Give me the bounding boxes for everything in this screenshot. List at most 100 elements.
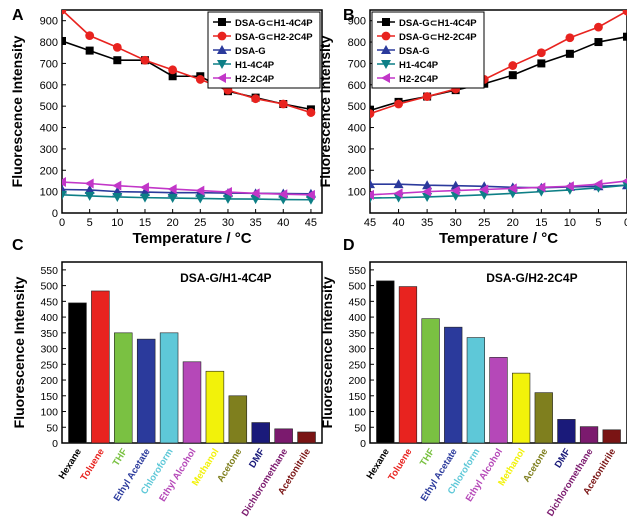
legend-marker xyxy=(217,31,227,41)
legend-marker xyxy=(381,73,390,83)
data-point xyxy=(112,180,122,191)
y-tick-label: 550 xyxy=(40,265,58,277)
data-point xyxy=(278,189,288,200)
data-point xyxy=(62,36,66,45)
series-group xyxy=(62,10,316,205)
data-point xyxy=(370,189,374,200)
data-point xyxy=(167,184,177,195)
data-point xyxy=(305,189,315,200)
y-tick-label: 150 xyxy=(348,391,366,403)
data-point xyxy=(393,188,403,199)
y-tick-label: 400 xyxy=(348,312,366,324)
series-line-2 xyxy=(370,10,627,115)
y-tick-label: 400 xyxy=(40,312,58,324)
data-point xyxy=(508,71,517,80)
bar xyxy=(376,280,395,444)
data-point xyxy=(250,188,260,199)
x-tick-label: 20 xyxy=(167,217,179,229)
panel-letter-b: B xyxy=(343,7,355,24)
series-line-2 xyxy=(62,10,312,114)
y-tick-label: 250 xyxy=(348,359,366,371)
y-tick-label: 300 xyxy=(348,344,366,356)
legend-label: H1-4C4P xyxy=(235,60,275,71)
y-tick-label: 400 xyxy=(348,123,366,135)
category-label: DMF xyxy=(247,447,267,470)
data-point xyxy=(565,49,574,58)
data-point xyxy=(85,31,95,41)
data-point xyxy=(112,192,123,202)
legend-marker xyxy=(381,45,391,54)
x-tick-label: 35 xyxy=(249,217,261,229)
data-point xyxy=(422,180,433,190)
bar xyxy=(489,357,508,444)
legend-label: DSA-G⊂H2-2C4P xyxy=(235,32,313,43)
data-point xyxy=(84,178,94,189)
series-line-5 xyxy=(62,181,311,196)
data-point xyxy=(508,61,518,70)
data-point xyxy=(537,59,546,68)
legend-marker xyxy=(217,60,227,69)
legend-label: DSA-G xyxy=(399,46,430,57)
legend: DSA-G⊂H1-4C4P DSA-G⊂H2-2C4P DSA-G H1-4C4P H2… xyxy=(371,11,485,89)
y-tick-label: 600 xyxy=(40,80,58,92)
bar xyxy=(466,337,485,444)
data-point xyxy=(623,32,627,41)
plot-frame xyxy=(61,9,323,214)
bar xyxy=(136,338,156,444)
y-tick-label: 0 xyxy=(52,208,58,220)
y-tick-label: 300 xyxy=(40,344,58,356)
bar xyxy=(579,426,599,444)
legend-marker xyxy=(381,60,391,69)
y-tick-label: 800 xyxy=(40,37,58,49)
bar xyxy=(297,431,316,444)
chart-title: DSA-G/H2-2C4P xyxy=(486,271,577,285)
data-point xyxy=(222,194,233,204)
legend: DSA-G⊂H1-4C4P DSA-G⊂H2-2C4P DSA-G H1-4C4P H2… xyxy=(207,11,321,89)
bar xyxy=(602,429,621,444)
legend-marker xyxy=(217,45,227,54)
series-line-1 xyxy=(370,35,627,112)
y-axis-label: Fluorescence Intensity xyxy=(317,35,333,187)
y-tick-label: 350 xyxy=(348,328,366,340)
y-axis-label: Fluorescence Intensity xyxy=(319,276,335,428)
data-point xyxy=(370,179,375,189)
y-tick-label: 700 xyxy=(348,58,366,70)
y-tick-label: 50 xyxy=(354,422,366,434)
bar xyxy=(512,372,531,444)
data-point xyxy=(168,72,177,81)
x-tick-label: 20 xyxy=(507,217,519,229)
bar xyxy=(114,332,133,444)
data-point xyxy=(394,99,403,109)
bar xyxy=(251,422,270,444)
data-point xyxy=(167,194,178,204)
data-point xyxy=(113,56,122,65)
series-line-3 xyxy=(370,183,627,189)
x-tick-label: 45 xyxy=(305,217,317,229)
legend-marker xyxy=(381,31,391,41)
legend-marker xyxy=(218,18,226,26)
x-tick-label: 10 xyxy=(564,217,576,229)
bar xyxy=(557,419,576,444)
legend-label: H2-2C4P xyxy=(235,74,275,85)
x-tick-label: 0 xyxy=(59,217,65,229)
category-label: THF xyxy=(418,447,437,469)
y-tick-label: 250 xyxy=(40,359,58,371)
y-tick-label: 200 xyxy=(40,165,58,177)
bar xyxy=(274,428,293,444)
y-tick-label: 550 xyxy=(348,265,366,277)
y-tick-label: 100 xyxy=(348,187,366,199)
bar xyxy=(91,290,110,444)
y-axis-label: Fluorescence Intensity xyxy=(11,276,27,428)
bar xyxy=(228,395,248,444)
x-tick-label: 15 xyxy=(535,217,547,229)
legend-label: DSA-G⊂H2-2C4P xyxy=(399,32,477,43)
data-point xyxy=(84,184,95,194)
y-tick-label: 600 xyxy=(348,80,366,92)
data-point xyxy=(422,92,432,101)
x-tick-label: 25 xyxy=(194,217,206,229)
x-tick-label: 40 xyxy=(392,217,404,229)
y-tick-label: 350 xyxy=(40,328,58,340)
